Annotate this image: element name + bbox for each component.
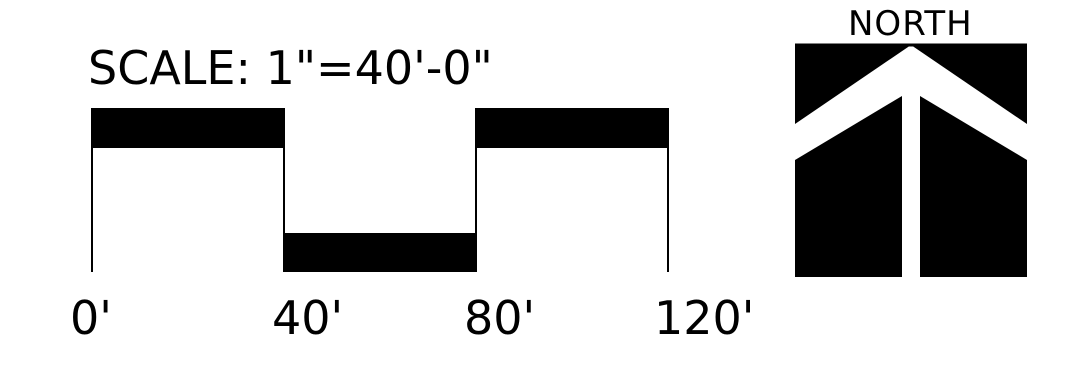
scale-tick-label-80: 80' bbox=[464, 291, 536, 345]
scale-tick-label-0: 0' bbox=[70, 291, 112, 345]
scale-title: SCALE: 1"=40'-0" bbox=[88, 41, 493, 95]
scale-segment-40-80 bbox=[284, 233, 476, 272]
north-arrow-upper-right bbox=[911, 45, 1027, 124]
scale-tick-label-120: 120' bbox=[654, 291, 755, 345]
scale-segment-0-40 bbox=[92, 108, 284, 148]
north-label: NORTH bbox=[848, 4, 973, 44]
north-arrow-lower-right bbox=[920, 96, 1027, 277]
scale-segment-80-120 bbox=[476, 108, 668, 148]
scale-tick-label-40: 40' bbox=[272, 291, 344, 345]
north-arrow-lower-left bbox=[795, 96, 902, 277]
graphic-scale-bar bbox=[91, 108, 669, 272]
north-arrow bbox=[795, 43, 1027, 277]
north-arrow-upper-left bbox=[795, 45, 911, 124]
